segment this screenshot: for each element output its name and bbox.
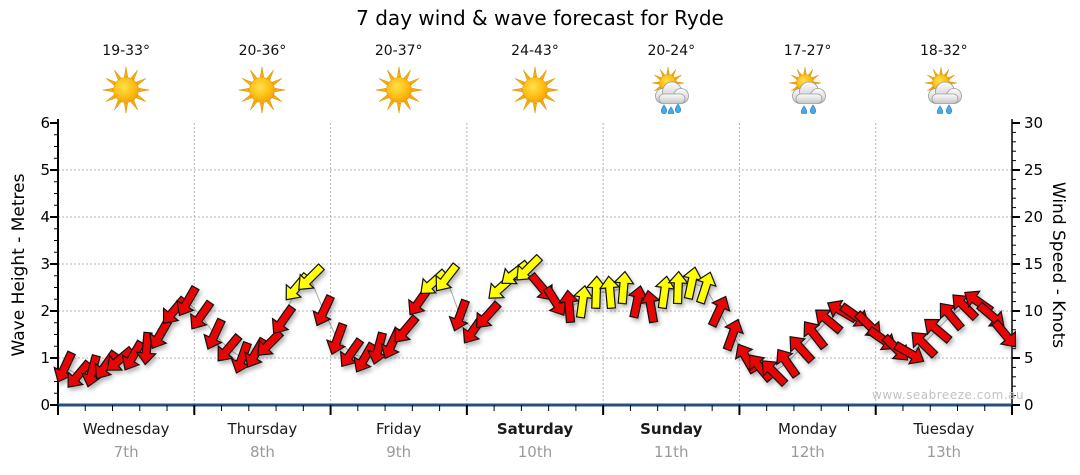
wind-arrow (695, 271, 717, 305)
wind-speed-tick-label: 25 (1024, 161, 1044, 179)
wind-arrow (613, 270, 635, 305)
temperature-range: 20-24° (647, 43, 696, 59)
day-name: Saturday (496, 420, 574, 438)
wind-arrow (176, 284, 200, 317)
sun-cloud-showers-heavy-icon (647, 66, 695, 116)
temperature-range: 20-37° (374, 43, 423, 59)
wind-arrow (353, 341, 377, 373)
day-date: 9th (386, 443, 412, 461)
wind-speed-tick-label: 10 (1024, 302, 1044, 320)
temperature-range: 19-33° (102, 43, 150, 59)
wave-height-tick-label: 3 (40, 255, 50, 273)
wind-arrow (475, 300, 502, 329)
wind-arrow (722, 318, 745, 352)
sunny-icon (375, 66, 423, 114)
sun-cloud-showers-icon (920, 66, 968, 115)
temperature-range: 24-43° (511, 43, 559, 59)
wind-arrow (298, 263, 326, 291)
wind-arrow-layer (53, 253, 1017, 388)
day-date: 7th (113, 443, 139, 461)
wind-arrow (911, 331, 939, 359)
wind-arrow (448, 298, 471, 332)
sun-cloud-showers-icon (784, 66, 832, 115)
wind-arrow (924, 318, 953, 344)
temperature-range: 17-27° (783, 43, 832, 59)
wind-arrow (325, 322, 348, 356)
sunny-icon (511, 66, 559, 114)
temperature-range: 18-32° (920, 43, 968, 59)
wind-arrow (312, 294, 335, 327)
wind-arrow (257, 328, 285, 356)
wind-arrow (598, 275, 621, 310)
wind-speed-tick-label: 0 (1024, 396, 1034, 414)
wind-arrow (67, 359, 93, 388)
wind-arrow (271, 304, 297, 335)
day-name: Monday (777, 420, 838, 438)
day-date: 12th (790, 443, 825, 461)
temperature-range: 20-36° (238, 43, 287, 59)
wind-arrow (893, 341, 925, 365)
day-date: 8th (249, 443, 275, 461)
day-date: 10th (517, 443, 553, 461)
wind-arrow (991, 318, 1017, 348)
wind-speed-tick-label: 30 (1024, 114, 1044, 132)
day-name: Friday (375, 420, 422, 438)
wind-arrow (435, 262, 461, 292)
day-name: Thursday (227, 420, 298, 438)
wind-arrow (749, 354, 775, 384)
sunny-icon (238, 66, 286, 114)
wind-arrow (789, 336, 816, 365)
wind-speed-tick-label: 20 (1024, 208, 1044, 226)
wind-arrow (121, 339, 146, 371)
wind-arrow (203, 317, 226, 350)
wind-arrow (667, 270, 690, 305)
wind-arrow (776, 348, 801, 379)
wind-speed-tick-label: 15 (1024, 255, 1044, 273)
wind-arrow (190, 299, 215, 330)
wind-arrow (707, 295, 731, 328)
day-name: Wednesday (82, 420, 170, 438)
chart-title: 7 day wind & wave forecast for Ryde (356, 6, 724, 30)
wave-height-tick-label: 2 (40, 302, 50, 320)
wave-height-tick-label: 6 (40, 114, 50, 132)
day-name: Sunday (640, 420, 703, 438)
day-name: Tuesday (913, 420, 975, 438)
wave-height-tick-label: 5 (40, 161, 50, 179)
watermark: www.seabreeze.com.au (872, 388, 1025, 402)
wind-speed-tick-label: 5 (1024, 349, 1034, 367)
wind-arrow (217, 332, 243, 362)
wind-arrow (639, 289, 661, 324)
wind-arrow (94, 349, 119, 380)
sunny-icon (102, 66, 150, 114)
wind-arrow (394, 314, 420, 343)
wave-height-tick-label: 0 (40, 396, 50, 414)
wave-height-tick-label: 4 (40, 208, 50, 226)
wind-arrow (558, 289, 580, 324)
wind-arrow (420, 268, 449, 295)
wave-height-tick-label: 1 (40, 349, 50, 367)
day-date: 13th (926, 443, 962, 461)
day-date: 11th (654, 443, 689, 461)
